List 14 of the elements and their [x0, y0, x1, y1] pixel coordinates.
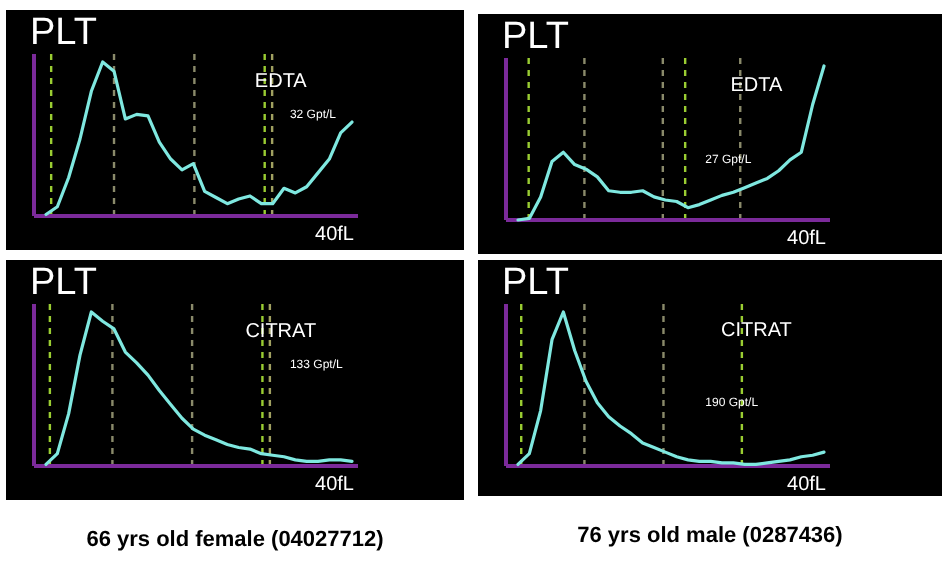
annotation: EDTA [730, 74, 783, 97]
chart-title: PLT [30, 262, 98, 304]
annotation: EDTA [254, 70, 308, 93]
chart-title: PLT [502, 16, 570, 58]
text: 40fL [315, 224, 355, 246]
text: 40fL [787, 228, 827, 250]
annotation: CITRAT [721, 319, 792, 342]
text: 66 yrs old female (04027712) [86, 528, 385, 552]
annotation: CITRAT [245, 320, 317, 343]
chart-title: PLT [502, 262, 570, 304]
text: 40fL [315, 474, 355, 496]
text: 76 yrs old male (0287436) [577, 524, 844, 548]
chart-title: PLT [30, 12, 98, 54]
text: 40fL [787, 474, 827, 496]
